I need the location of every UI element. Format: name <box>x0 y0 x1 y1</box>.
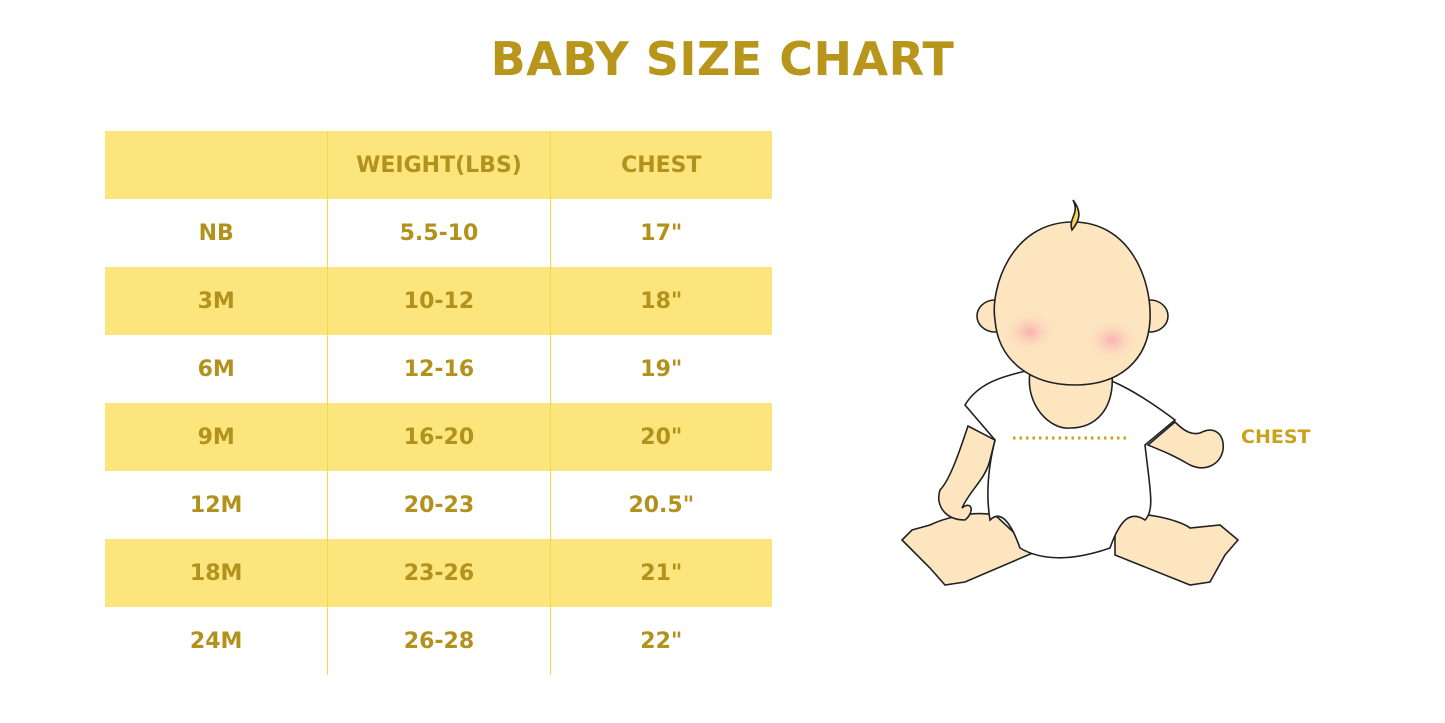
header-cell: WEIGHT(LBS) <box>327 131 549 199</box>
chest-cell: 20.5" <box>549 471 772 539</box>
size-table: WEIGHT(LBS) CHEST NB 5.5-10 17" 3M 10-12 18" 6… <box>105 131 772 675</box>
size-cell: 12M <box>189 492 243 518</box>
weight-cell: 23-26 <box>327 539 549 607</box>
header-cell <box>105 131 327 199</box>
size-cell: 18M <box>189 560 243 586</box>
weight-cell: 12-16 <box>327 335 549 403</box>
weight-cell: 26-28 <box>327 607 549 675</box>
table-header-row: WEIGHT(LBS) CHEST <box>105 131 772 199</box>
weight-cell: 20-23 <box>327 471 549 539</box>
chest-cell: 19" <box>549 335 772 403</box>
weight-cell: 16-20 <box>327 403 549 471</box>
chest-cell: 20" <box>549 403 772 471</box>
weight-cell: 10-12 <box>327 267 549 335</box>
page-title: BABY SIZE CHART <box>490 32 955 86</box>
size-cell: 24M <box>189 628 243 654</box>
size-cell: 3M <box>197 288 235 314</box>
chest-cell: 21" <box>549 539 772 607</box>
chest-label: CHEST <box>1241 426 1311 448</box>
chest-cell: 17" <box>549 199 772 267</box>
size-cell: 6M <box>197 356 235 382</box>
header-cell: CHEST <box>549 131 772 199</box>
table-row: 18M 23-26 21" <box>105 539 772 607</box>
table-row: 3M 10-12 18" <box>105 267 772 335</box>
table-row: 24M 26-28 22" <box>105 607 772 675</box>
size-cell: 9M <box>197 424 235 450</box>
table-row: 9M 16-20 20" <box>105 403 772 471</box>
weight-cell: 5.5-10 <box>327 199 549 267</box>
table-row: 6M 12-16 19" <box>105 335 772 403</box>
table-row: 12M 20-23 20.5" <box>105 471 772 539</box>
size-cell: NB <box>198 220 234 246</box>
chest-cell: 22" <box>549 607 772 675</box>
table-row: NB 5.5-10 17" <box>105 199 772 267</box>
chest-cell: 18" <box>549 267 772 335</box>
baby-illustration <box>900 199 1240 586</box>
